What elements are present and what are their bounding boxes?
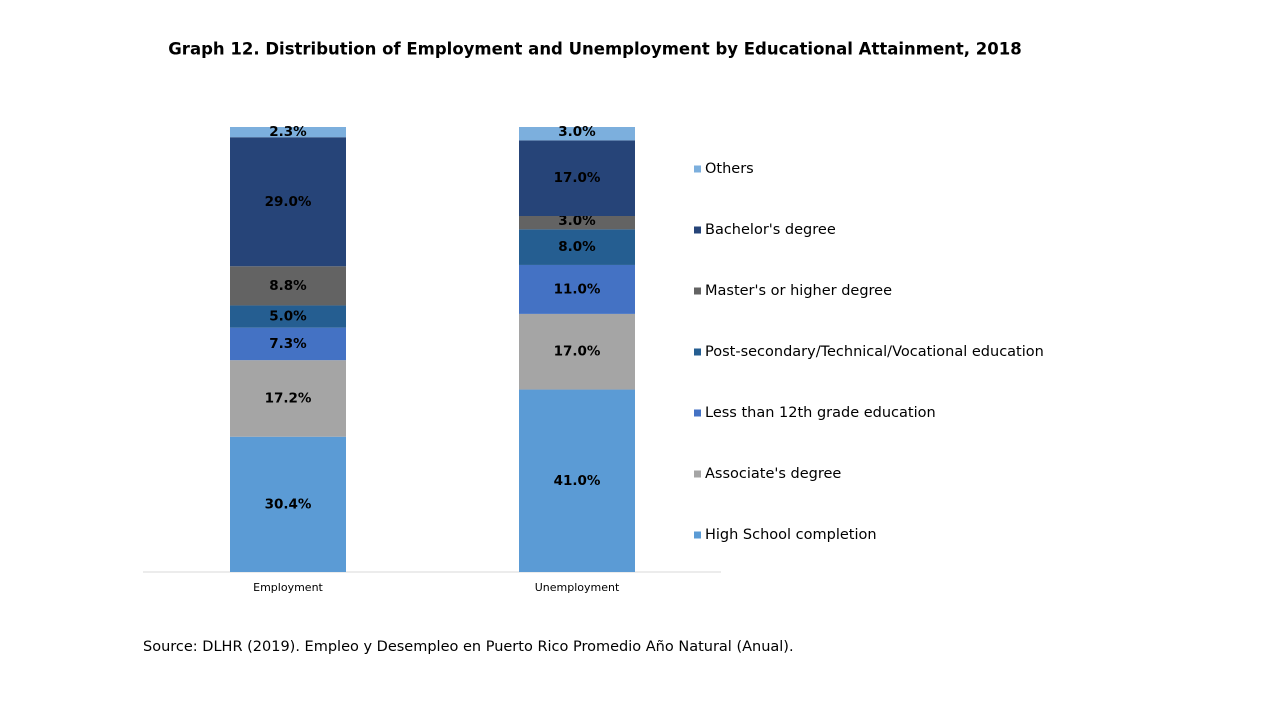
bar-segment	[230, 137, 346, 267]
bar-segment	[519, 264, 635, 314]
bar-segment	[519, 140, 635, 216]
bar-segment	[230, 436, 346, 572]
data-label: 3.0%	[558, 124, 596, 140]
bar-segment	[519, 313, 635, 390]
legend-label: Others	[705, 161, 754, 177]
legend-swatch	[694, 348, 701, 356]
bar-segment	[230, 327, 346, 361]
x-tick-label: Employment	[253, 581, 323, 594]
bar-segment	[519, 229, 635, 265]
bar-segment	[230, 266, 346, 306]
data-label: 2.3%	[269, 124, 307, 140]
legend-swatch	[694, 531, 701, 539]
bar-segment	[519, 216, 635, 230]
data-label: 11.0%	[554, 281, 601, 297]
legend-label: Associate's degree	[705, 466, 841, 482]
legend-label: Post-secondary/Technical/Vocational educ…	[705, 344, 1044, 360]
bar-segment	[519, 389, 635, 572]
bar-segment	[230, 127, 346, 138]
legend-label: Less than 12th grade education	[705, 405, 936, 421]
legend-swatch	[694, 409, 701, 417]
legend-swatch	[694, 226, 701, 234]
bar-segment	[230, 360, 346, 437]
data-label: 3.0%	[558, 213, 596, 229]
legend-swatch	[694, 470, 701, 478]
x-tick-label: Unemployment	[535, 581, 620, 594]
legend-label: Master's or higher degree	[705, 283, 892, 299]
data-label: 41.0%	[554, 473, 601, 489]
data-label: 17.2%	[265, 390, 312, 406]
data-label: 29.0%	[265, 194, 312, 210]
data-label: 7.3%	[269, 336, 307, 352]
data-label: 8.8%	[269, 278, 307, 294]
data-label: 8.0%	[558, 239, 596, 255]
source-note: Source: DLHR (2019). Empleo y Desempleo …	[143, 639, 794, 655]
data-label: 30.4%	[265, 496, 312, 512]
legend-swatch	[694, 287, 701, 295]
bar-segment	[519, 127, 635, 141]
chart-title: Graph 12. Distribution of Employment and…	[168, 40, 1021, 59]
bar-segment	[230, 305, 346, 328]
legend-label: High School completion	[705, 527, 877, 543]
data-label: 17.0%	[554, 344, 601, 360]
data-label: 5.0%	[269, 309, 307, 325]
data-label: 17.0%	[554, 170, 601, 186]
legend-swatch	[694, 165, 701, 173]
legend-label: Bachelor's degree	[705, 222, 836, 238]
